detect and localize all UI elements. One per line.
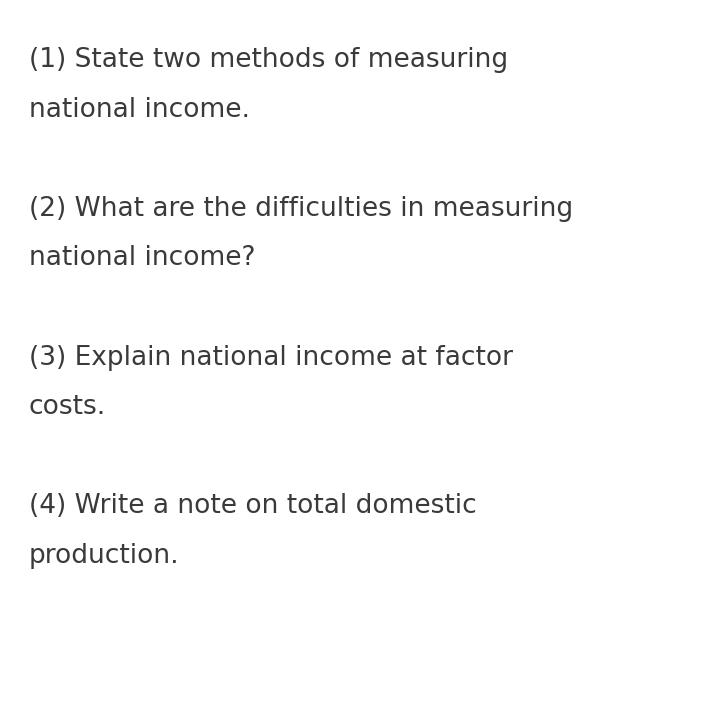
Text: (1) State two methods of measuring: (1) State two methods of measuring (29, 47, 508, 73)
Text: national income?: national income? (29, 246, 256, 271)
Text: (2) What are the difficulties in measuring: (2) What are the difficulties in measuri… (29, 196, 573, 222)
Text: (3) Explain national income at factor: (3) Explain national income at factor (29, 345, 513, 370)
Text: costs.: costs. (29, 394, 106, 420)
Text: (4) Write a note on total domestic: (4) Write a note on total domestic (29, 493, 477, 519)
Text: national income.: national income. (29, 97, 250, 122)
Text: production.: production. (29, 543, 179, 569)
